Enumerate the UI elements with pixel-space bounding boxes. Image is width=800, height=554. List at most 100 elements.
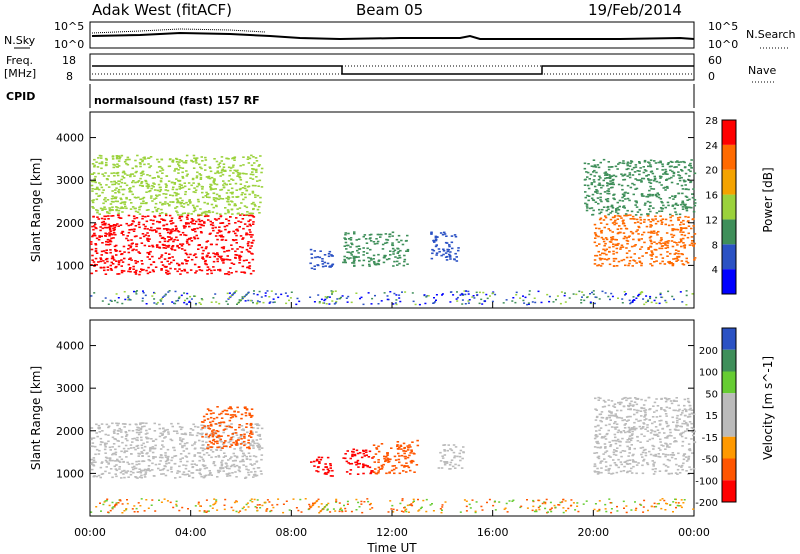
power-region-0-cell [171,256,174,258]
velocity-region-6-cell [621,450,625,452]
power-ground-scatter-cell [455,298,458,300]
velocity-region-0-cell [138,453,141,455]
velocity-ground-scatter-cell [346,503,349,505]
velocity-ground-scatter-cell [570,499,573,501]
power-region-0-cell [212,252,215,255]
power-region-5-cell [671,228,674,230]
power-region-5-cell [627,264,630,267]
power-region-1-cell [191,161,195,163]
power-region-0-cell [218,230,221,233]
velocity-region-5-cell [443,450,446,452]
velocity-region-6-cell [601,406,605,408]
velocity-region-1-cell [212,429,215,431]
power-region-0-cell [156,246,159,248]
power-region-5-cell [671,215,674,217]
power-ground-scatter-cell [632,296,635,298]
velocity-region-3-cell [346,450,349,452]
power-region-1-cell [122,177,126,179]
power-region-3-cell [392,265,395,267]
power-region-5-cell [665,240,669,243]
velocity-region-0-cell [198,452,202,454]
velocity-region-0-cell [118,468,121,470]
power-region-5-cell [679,229,683,232]
power-region-3-cell [369,257,372,260]
power-ground-scatter-cell [628,299,631,302]
power-region-1-cell [220,171,223,174]
power-region-1-cell [215,183,219,186]
velocity-region-0-cell [207,454,211,456]
velocity-region-6-cell [641,451,645,454]
velocity-ground-scatter-cell [312,502,314,505]
velocity-region-1-cell [245,426,248,428]
power-region-1-cell [119,207,122,210]
power-region-6-cell [606,192,609,195]
velocity-region-0-cell [145,436,148,439]
velocity-ground-scatter-cell [666,503,669,505]
power-ground-scatter-cell [537,290,540,293]
power-region-0-cell [130,259,133,261]
power-region-3-cell [373,243,377,245]
power-region-0-cell [132,230,136,232]
velocity-ground-scatter-cell [269,510,272,513]
power-region-1-cell [223,182,226,185]
power-region-5-cell [656,234,659,236]
power-region-3-cell [351,262,354,264]
velocity-ground-scatter-cell [133,511,136,513]
velocity-region-4-cell [384,460,387,463]
velocity-region-0-cell [99,476,102,479]
velocity-region-2-cell [329,464,332,467]
power-ground-scatter-cell [141,297,144,300]
power-ground-scatter-cell [178,297,181,299]
velocity-region-0-cell [143,445,147,448]
power-region-0-cell [94,250,98,253]
power-region-1-cell [183,182,186,184]
velocity-region-1-cell [206,408,210,410]
power-region-6-cell [685,209,689,212]
velocity-region-3-cell [347,462,350,464]
velocity-ground-scatter-cell [310,505,313,508]
power-region-0-cell [199,226,202,229]
nsky-trace [91,31,695,41]
power-region-0-cell [140,260,143,262]
power-region-1-cell [110,172,113,175]
velocity-ground-scatter-cell [605,510,608,513]
power-region-1-cell [192,191,195,193]
power-ground-scatter-cell [359,297,361,300]
velocity-region-6-cell [625,462,629,465]
power-region-6-cell [634,178,637,180]
power-region-5-cell [628,235,631,237]
power-region-1-cell [161,202,165,205]
velocity-region-2-cell [312,460,316,463]
power-ground-scatter-cell [594,296,597,298]
power-region-0-cell [94,257,98,260]
velocity-ground-scatter-cell [537,499,540,502]
power-region-5-cell [637,239,641,242]
power-region-0-cell [108,232,111,234]
velocity-ground-scatter-cell [655,505,658,508]
power-region-1-cell [231,192,234,195]
velocity-region-6-cell [664,453,668,456]
velocity-region-3-cell [367,456,371,458]
power-region-0-cell [110,233,113,236]
power-region-1-cell [239,183,243,185]
velocity-region-6-cell [668,428,672,431]
power-region-1-cell [120,198,123,201]
velocity-ground-scatter-cell [318,512,321,514]
velocity-region-6-cell [669,400,673,402]
velocity-region-6-cell [659,449,662,451]
power-region-0-cell [93,234,96,237]
power-region-0-cell [216,260,219,263]
freq-top-tick: 18 [62,54,76,67]
power-region-1-cell [173,191,177,194]
power-region-5-cell [686,261,690,264]
power-region-0-cell [103,224,107,226]
velocity-ground-scatter-cell [625,511,628,514]
power-region-6-cell [612,174,616,177]
velocity-region-1-cell [230,426,233,429]
power-ground-scatter-cell [290,291,293,293]
power-region-5-cell [614,244,617,247]
power-region-1-cell [192,182,195,184]
velocity-region-6-cell [644,454,648,457]
velocity-colorbar-segment [722,436,736,459]
